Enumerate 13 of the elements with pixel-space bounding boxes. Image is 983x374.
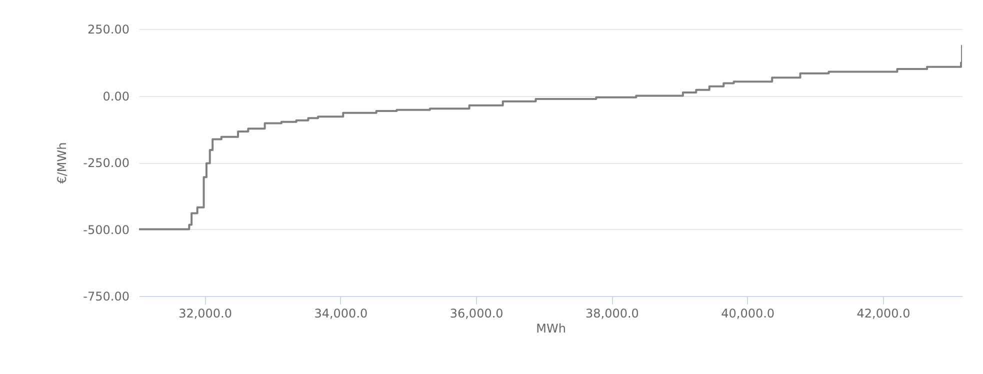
x-tick-label: 36,000.0	[450, 306, 504, 320]
x-axis-title: MWh	[536, 322, 566, 336]
y-tick-label: -500.00	[83, 222, 130, 237]
x-tick-label: 34,000.0	[314, 306, 368, 320]
x-tick-label: 42,000.0	[856, 306, 910, 320]
x-tick-label: 40,000.0	[721, 306, 775, 320]
x-tick-label: 32,000.0	[178, 306, 232, 320]
y-tick-label: 250.00	[88, 22, 130, 36]
y-tick-label: 0.00	[102, 89, 130, 104]
y-axis-title: €/MWh	[55, 142, 70, 184]
y-tick-label: -750.00	[83, 290, 130, 304]
y-tick-label: -250.00	[83, 156, 130, 170]
x-tick-label: 38,000.0	[585, 306, 639, 320]
